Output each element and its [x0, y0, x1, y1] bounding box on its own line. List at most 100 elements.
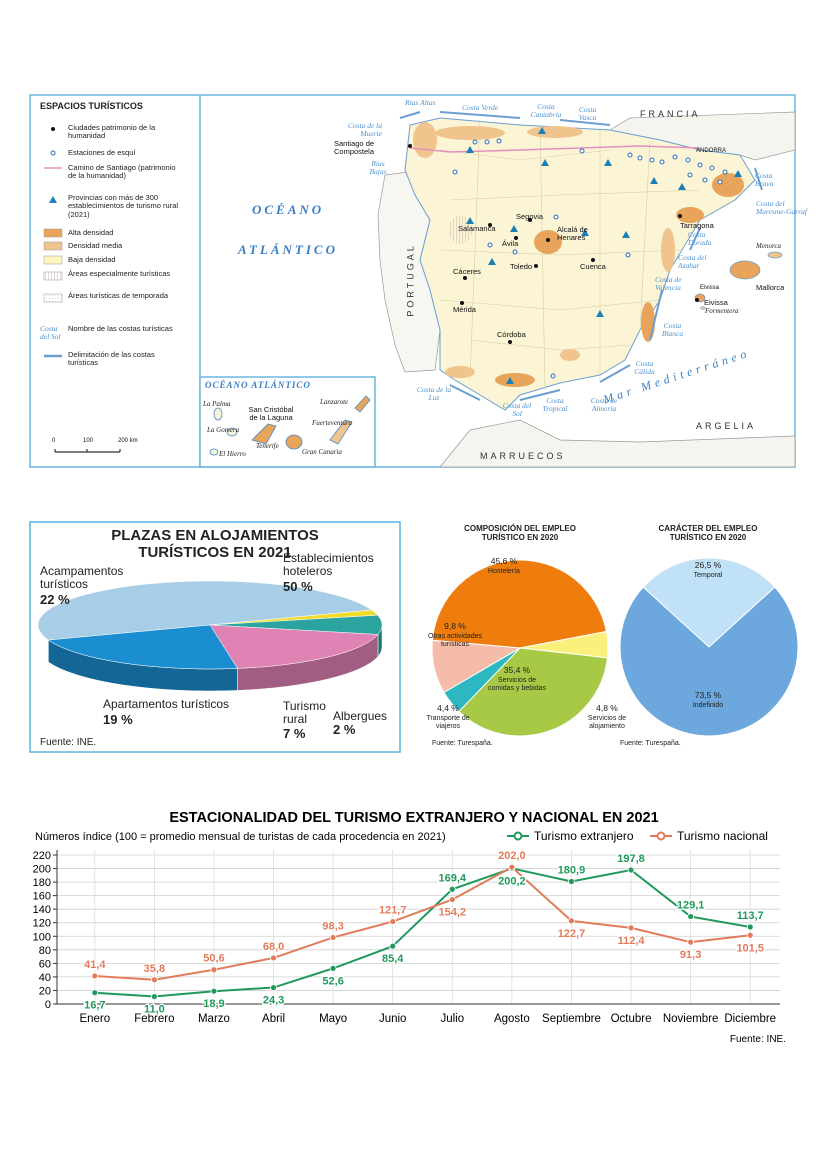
category-label: Establecimientos hoteleros	[283, 551, 374, 579]
inset-label: Gran Canaria	[302, 448, 342, 456]
value-label: 16,7	[84, 1000, 105, 1012]
point	[687, 913, 695, 920]
pie-slice	[642, 557, 776, 648]
value-label: 2 %	[333, 722, 356, 737]
legend-label: Turismo extranjero	[534, 829, 634, 843]
scale-bar	[54, 449, 121, 453]
value-label: 4,8 %	[596, 703, 618, 713]
value-label: 68,0	[263, 941, 284, 953]
value-label: 9,8 %	[444, 621, 466, 631]
value-label: 35,4 %	[503, 665, 531, 675]
point	[448, 885, 456, 893]
canary-islands	[209, 395, 371, 456]
point	[389, 942, 397, 950]
map-label: Costa del Azahar	[678, 253, 707, 271]
x-tick-label: Febrero	[134, 1013, 174, 1025]
chart-title: ESTACIONALIDAD DEL TURISMO EXTRANJERO Y …	[169, 810, 658, 826]
point	[687, 938, 695, 946]
legend-item: Ciudades patrimonio de la humanidad	[68, 123, 156, 141]
value-label: 200,2	[498, 875, 526, 887]
x-tick-label: Julio	[440, 1013, 464, 1025]
map-label: Rías Altas	[405, 98, 436, 107]
x-tick-label: Agosto	[494, 1013, 530, 1025]
coast-delimitations	[399, 111, 763, 401]
inset-label: Lanzarote	[320, 398, 349, 406]
map-label: Costa Brava	[755, 171, 774, 189]
map	[29, 94, 796, 468]
y-tick-label: 40	[39, 972, 51, 984]
value-label: 52,6	[322, 975, 343, 987]
category-label: Apartamentos turísticos	[103, 697, 230, 711]
category-label: Servicios de comidas y bebidas	[488, 677, 546, 692]
value-label: 50 %	[283, 579, 313, 594]
inset-label: Fuerteventura	[312, 419, 353, 427]
value-label: 19 %	[103, 712, 133, 727]
map-label: FRANCIA	[640, 109, 701, 119]
value-label: 113,7	[737, 910, 764, 922]
pie-slice	[619, 586, 799, 737]
cities	[408, 144, 699, 344]
point	[270, 954, 277, 962]
value-label: 4,4 %	[437, 703, 459, 713]
legend-coast-sample: Costa del Sol	[40, 324, 61, 342]
provinces	[439, 119, 701, 391]
x-tick-label: Septiembre	[542, 1013, 601, 1025]
source: Fuente: Turespaña.	[620, 740, 681, 747]
map-label: ARGELIA	[696, 421, 757, 431]
inset-title: OCÉANO ATLÁNTICO	[205, 380, 311, 390]
chart-title: PLAZAS EN ALOJAMIENTOS TURÍSTICOS EN 202…	[111, 527, 319, 561]
map-label: Cuenca	[580, 262, 606, 271]
inset-label: La Gomera	[207, 426, 240, 434]
category-label: Otras actividades turísticas	[427, 633, 483, 648]
value-label: 7 %	[283, 726, 306, 741]
point	[150, 976, 158, 984]
value-label: 50,6	[203, 953, 224, 965]
map-label: Alcalá de Henares	[557, 225, 588, 243]
map-label: Menorca	[756, 242, 782, 250]
map-label: Costa del Maresme-Garraf	[756, 199, 807, 217]
y-tick-label: 140	[33, 904, 51, 916]
value-label: 85,4	[382, 953, 404, 965]
value-label: 24,3	[263, 995, 284, 1007]
value-label: 91,3	[680, 949, 701, 961]
map-label: Formentera	[705, 307, 739, 315]
map-label: MARRUECOS	[480, 451, 566, 461]
pie-slice	[431, 639, 522, 694]
legend-swatch	[656, 831, 666, 841]
value-label: 121,7	[379, 905, 407, 917]
point	[270, 984, 277, 991]
legend-item: Nombre de las costas turísticas	[68, 324, 173, 333]
category-label: Turismo rural	[283, 699, 326, 727]
chart-title: CARÁCTER DEL EMPLEO TURÍSTICO EN 2020	[658, 524, 758, 542]
point	[210, 987, 218, 995]
map-label: Costa Cantabria	[530, 102, 562, 120]
value-label: 18,9	[203, 998, 224, 1010]
legend-label: Turismo nacional	[677, 829, 768, 843]
source: Fuente: INE.	[730, 1034, 786, 1045]
map-label: ATLÁNTICO	[238, 242, 338, 257]
point	[508, 863, 516, 871]
map-label: Segovia	[516, 212, 544, 221]
category-label: Servicios de alojamiento	[587, 715, 627, 730]
pie-slice	[47, 624, 238, 670]
map-label: Mérida	[453, 305, 476, 314]
point	[746, 931, 754, 939]
ski-stations	[452, 138, 728, 379]
inset-label: San Cristóbal de la Laguna	[248, 405, 294, 423]
pie-slice	[458, 647, 608, 737]
map-label: Costa de la Muerte	[347, 121, 382, 139]
inset-label: Tenerife	[256, 442, 279, 450]
legend-item: Provincias con más de 300 establecimient…	[68, 193, 179, 219]
y-tick-label: 100	[33, 931, 51, 943]
map-label: Costa de Valencia	[655, 275, 682, 293]
map-label: Toledo	[510, 262, 533, 271]
legend-item: Baja densidad	[68, 255, 116, 264]
value-label: 122,7	[558, 928, 586, 940]
value-label: 169,4	[439, 872, 467, 884]
map-label: OCÉANO	[252, 202, 325, 217]
value-label: 202,0	[498, 850, 526, 862]
value-label: 112,4	[618, 935, 646, 947]
legend-item: Delimitación de las costas turísticas	[68, 350, 155, 368]
y-tick-label: 20	[39, 985, 51, 997]
